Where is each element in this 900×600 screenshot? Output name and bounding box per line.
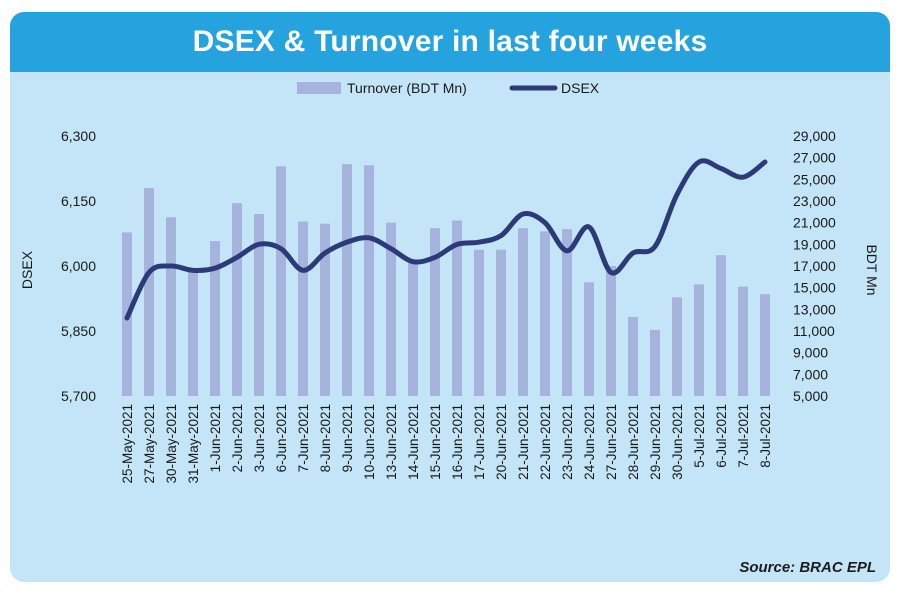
turnover-bar [166,217,176,396]
y-tick-left: 6,150 [61,193,96,209]
turnover-bar [430,228,440,396]
x-ticks: 25-May-2021 27-May-2021 30-May-2021 31-May-… [120,404,773,484]
x-tick-label: 3-Jun-2021 [252,404,267,472]
turnover-bar [628,316,638,396]
turnover-bar [738,286,748,396]
turnover-bar [342,164,352,396]
x-tick-label: 27-May-2021 [142,404,157,484]
x-tick-label: 27-Jun-2021 [604,404,619,480]
y-ticks-left: 6,300 6,150 6,000 5,850 5,700 [61,128,96,404]
y-tick-right: 5,000 [793,388,828,404]
x-tick-label: 14-Jun-2021 [406,404,421,480]
y-tick-left: 5,700 [61,388,96,404]
y-tick-right: 27,000 [793,150,836,166]
y-axis-label-left: DSEX [19,250,35,289]
x-tick-label: 21-Jun-2021 [516,404,531,480]
y-tick-left: 5,850 [61,323,96,339]
legend-swatch-turnover [297,82,341,94]
y-axis-label-right: BDT Mn [864,244,880,295]
x-tick-label: 8-Jul-2021 [758,404,773,468]
turnover-bar [474,249,484,396]
x-tick-label: 20-Jun-2021 [494,404,509,480]
turnover-bar [672,297,682,396]
turnover-bar [562,229,572,396]
x-tick-label: 6-Jun-2021 [274,404,289,472]
turnover-bar [760,294,770,396]
legend-label-turnover: Turnover (BDT Mn) [347,80,467,96]
turnover-bar [188,268,198,396]
turnover-bar [298,221,308,396]
x-tick-label: 7-Jul-2021 [736,404,751,468]
x-tick-label: 7-Jun-2021 [296,404,311,472]
x-tick-label: 24-Jun-2021 [582,404,597,480]
x-tick-label: 28-Jun-2021 [626,404,641,480]
turnover-bar [320,223,330,396]
x-tick-label: 5-Jul-2021 [692,404,707,468]
x-tick-label: 25-May-2021 [120,404,135,484]
x-tick-label: 13-Jun-2021 [384,404,399,480]
turnover-bar [210,241,220,396]
turnover-bars [122,164,770,396]
x-tick-label: 1-Jun-2021 [208,404,223,472]
y-tick-right: 17,000 [793,258,836,274]
y-tick-right: 15,000 [793,280,836,296]
x-tick-label: 22-Jun-2021 [538,404,553,480]
x-tick-label: 8-Jun-2021 [318,404,333,472]
y-tick-right: 23,000 [793,193,836,209]
turnover-bar [518,228,528,396]
turnover-bar [276,166,286,396]
turnover-bar [408,261,418,396]
y-tick-right: 13,000 [793,301,836,317]
turnover-bar [716,255,726,396]
turnover-bar [606,266,616,396]
x-tick-label: 31-May-2021 [186,404,201,484]
y-tick-right: 21,000 [793,215,836,231]
turnover-bar [584,282,594,396]
y-tick-right: 11,000 [793,323,835,339]
chart-svg: Turnover (BDT Mn) DSEX DSEX BDT Mn 6,300… [19,80,880,484]
turnover-bar [386,222,396,396]
turnover-bar [650,329,660,396]
turnover-bar [540,231,550,396]
source-note: Source: BRAC EPL [739,559,876,576]
x-tick-label: 9-Jun-2021 [340,404,355,472]
x-tick-label: 15-Jun-2021 [428,404,443,480]
x-tick-label: 16-Jun-2021 [450,404,465,480]
turnover-bar [452,220,462,396]
x-tick-label: 10-Jun-2021 [362,404,377,480]
y-tick-right: 7,000 [793,366,828,382]
turnover-bar [144,188,154,396]
y-tick-left: 6,000 [61,258,96,274]
y-tick-right: 19,000 [793,236,836,252]
turnover-bar [496,249,506,396]
chart-card: DSEX & Turnover in last four weeks Turno… [10,12,890,582]
legend-label-dsex: DSEX [561,80,600,96]
turnover-bar [232,203,242,396]
x-tick-label: 6-Jul-2021 [714,404,729,468]
y-tick-right: 25,000 [793,171,836,187]
y-tick-left: 6,300 [61,128,96,144]
y-tick-right: 9,000 [793,345,828,361]
y-tick-right: 29,000 [793,128,836,144]
x-tick-label: 30-May-2021 [164,404,179,484]
x-tick-label: 23-Jun-2021 [560,404,575,480]
chart-title: DSEX & Turnover in last four weeks [10,12,890,72]
x-tick-label: 30-Jun-2021 [670,404,685,480]
turnover-bar [694,284,704,396]
turnover-bar [254,214,264,396]
turnover-bar [364,165,374,396]
legend: Turnover (BDT Mn) DSEX [297,80,600,96]
x-tick-label: 17-Jun-2021 [472,404,487,480]
x-tick-label: 29-Jun-2021 [648,404,663,480]
x-tick-label: 2-Jun-2021 [230,404,245,472]
y-ticks-right: 29,000 27,000 25,000 23,000 21,000 19,000 17,0… [793,128,836,404]
dsex-line [124,158,768,321]
